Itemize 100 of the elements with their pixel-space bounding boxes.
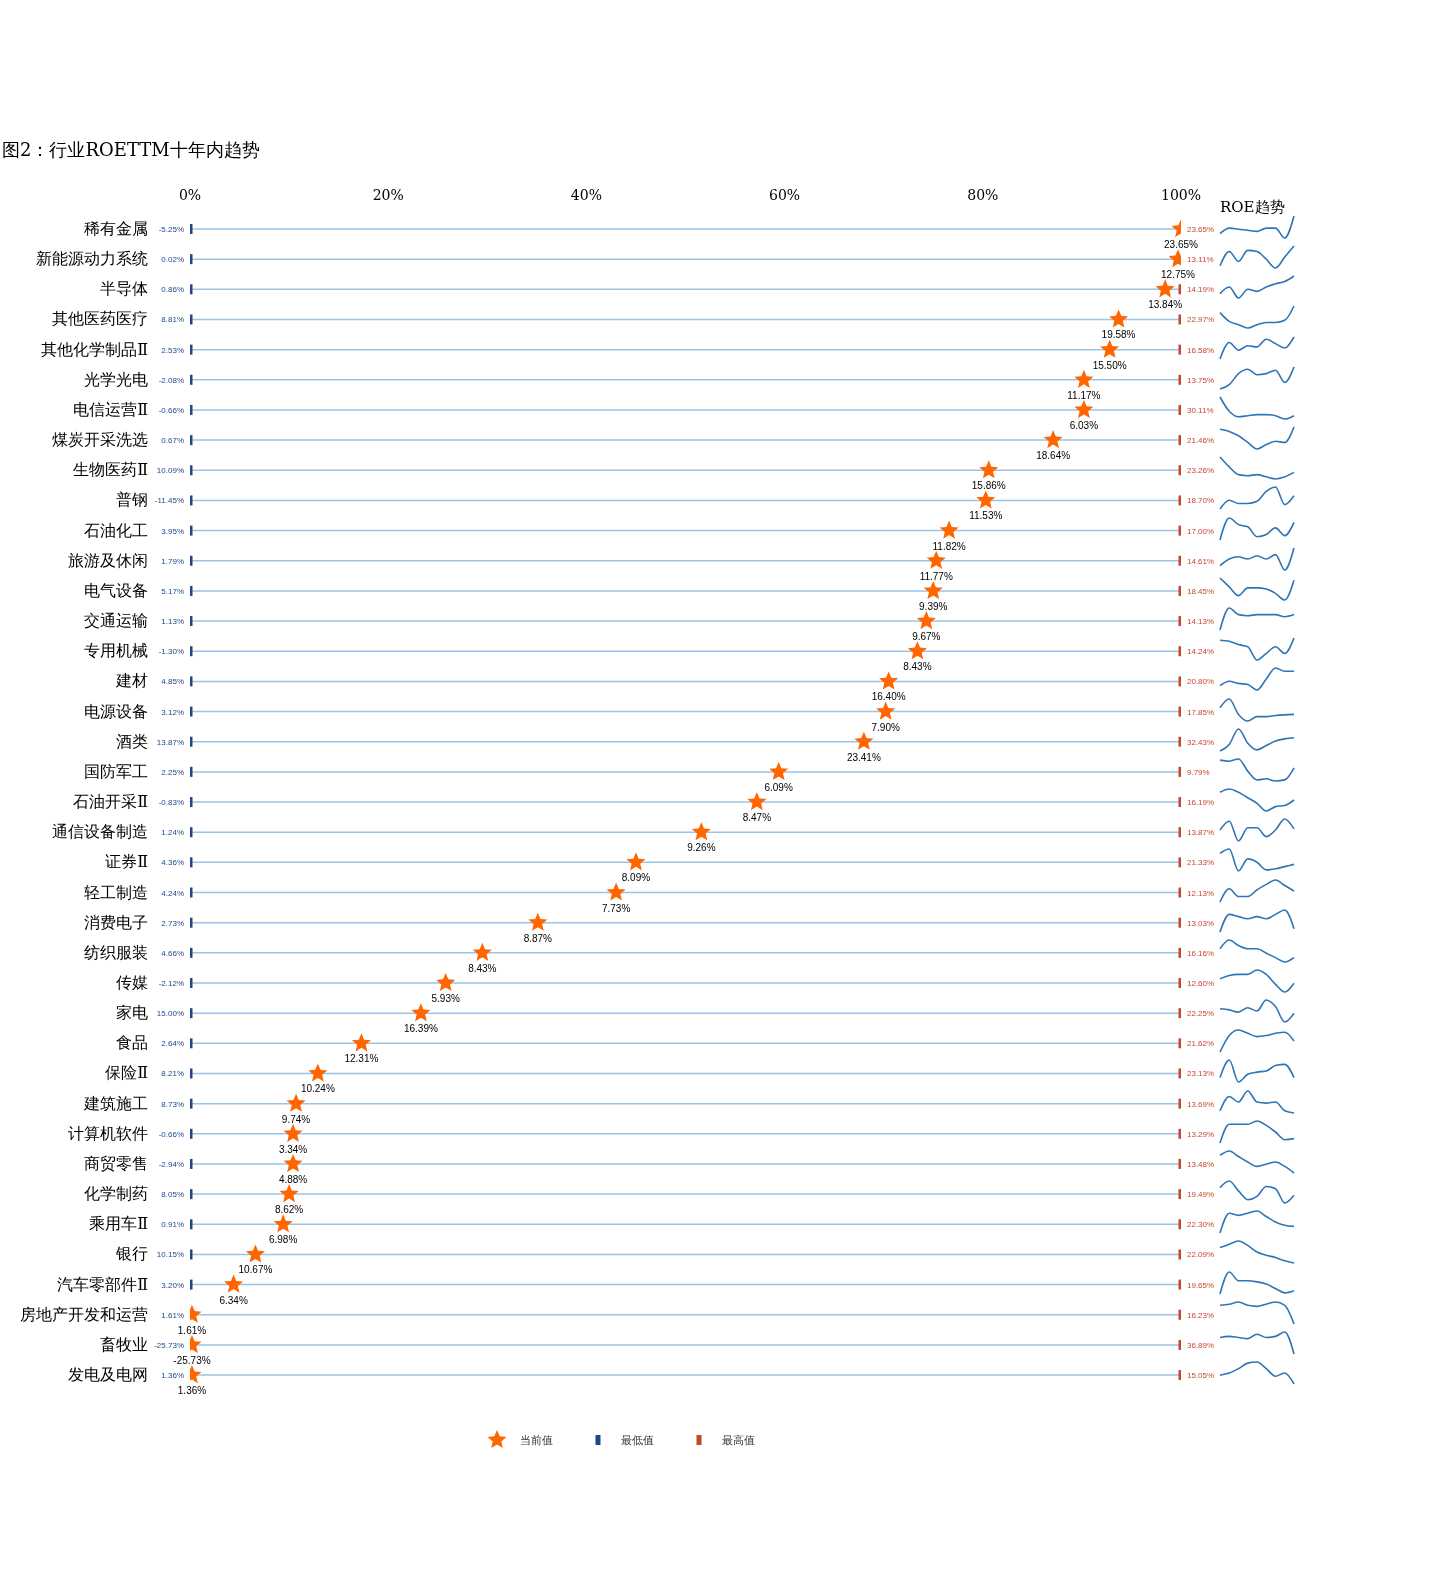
y-tick-label: 酒类 — [116, 731, 148, 751]
annotation: 16.39% — [403, 1023, 438, 1035]
y-tick-label: 食品 — [116, 1033, 148, 1053]
annotation: 18.64% — [1036, 450, 1071, 462]
annotation: 30.11% — [1187, 405, 1214, 415]
x-tick-label: 0% — [178, 186, 202, 203]
y-tick-label: 生物医药Ⅱ — [73, 460, 148, 480]
annotation: 9.39% — [919, 600, 948, 612]
annotation: 9.74% — [281, 1113, 311, 1125]
annotation: 3.12% — [161, 707, 184, 717]
annotation: 16.16% — [1187, 948, 1215, 958]
point — [923, 580, 943, 600]
annotation: 1.24% — [161, 828, 184, 838]
point — [411, 1003, 431, 1022]
annotation: 15.00% — [156, 1009, 184, 1019]
annotation: 23.65% — [1164, 239, 1199, 250]
annotation: 4.66% — [161, 948, 184, 958]
y-tick-label: 建筑施工 — [83, 1093, 148, 1113]
annotation: 19.58% — [1101, 329, 1136, 341]
annotation: 12.75% — [1161, 269, 1196, 281]
y-tick-label: 旅游及休闲 — [68, 550, 148, 570]
annotation: 17.85% — [1187, 707, 1215, 717]
x-tick-label: 40% — [570, 186, 602, 203]
annotation: 14.13% — [1187, 617, 1215, 627]
annotation: -1.30% — [158, 647, 184, 657]
annotation: 3.20% — [161, 1280, 184, 1290]
y-tick-label: 建材 — [115, 671, 148, 691]
annotation: -25.73% — [154, 1340, 184, 1350]
annotation: 10.09% — [156, 466, 184, 476]
point — [436, 973, 456, 992]
annotation: 13.03% — [1187, 918, 1215, 928]
annotation: 9.67% — [912, 631, 941, 643]
annotation: 8.47% — [742, 812, 772, 824]
y-tick-label: 专用机械 — [84, 641, 148, 661]
annotation: 9.26% — [687, 842, 716, 854]
y-tick-label: 其他医药医疗 — [52, 309, 148, 329]
legend-label: 当前值 — [519, 1432, 553, 1448]
point — [279, 1184, 299, 1203]
point — [907, 641, 927, 660]
y-tick-label: 电源设备 — [84, 701, 148, 721]
annotation: 22.25% — [1187, 1009, 1215, 1019]
annotation: 7.73% — [601, 902, 631, 914]
annotation: 11.17% — [1067, 389, 1101, 401]
point — [224, 1274, 244, 1293]
annotation: 21.33% — [1187, 858, 1215, 868]
annotation: 8.87% — [523, 932, 553, 944]
point — [283, 1153, 303, 1173]
annotation: -2.12% — [158, 979, 184, 988]
point — [1109, 309, 1129, 328]
annotation: 4.24% — [161, 888, 184, 898]
annotation: 16.19% — [1187, 798, 1215, 808]
annotation: 1.61% — [161, 1310, 184, 1320]
y-tick-label: 新能源动力系统 — [36, 249, 148, 269]
annotation: 19.65% — [1187, 1280, 1215, 1290]
annotation: 0.86% — [161, 285, 184, 295]
y-tick-label: 光学光电 — [84, 369, 148, 389]
annotation: 16.58% — [1187, 345, 1215, 355]
y-tick-label: 乘用车Ⅱ — [89, 1214, 148, 1234]
y-tick-label: 畜牧业 — [100, 1334, 148, 1354]
x-tick-label: 60% — [769, 186, 801, 203]
point — [1074, 399, 1094, 419]
annotation: 20.80% — [1187, 677, 1215, 687]
point — [691, 822, 711, 841]
annotation: 13.48% — [1187, 1159, 1215, 1169]
x-tick-label: 20% — [372, 186, 404, 203]
y-tick-label: 传媒 — [116, 973, 148, 992]
legend-label: 最高值 — [721, 1432, 755, 1448]
annotation: 0.67% — [161, 436, 184, 446]
annotation: 2.25% — [161, 767, 184, 777]
y-tick-label: 商贸零售 — [84, 1153, 148, 1173]
annotation: 4.88% — [278, 1173, 308, 1185]
y-tick-label: 房地产开发和运营 — [20, 1304, 148, 1324]
point — [286, 1093, 306, 1112]
y-tick-label: 银行 — [115, 1244, 148, 1264]
annotation: 10.24% — [300, 1083, 335, 1095]
annotation: 13.87% — [1187, 828, 1215, 838]
point — [273, 1214, 293, 1233]
annotation: 7.90% — [871, 721, 900, 733]
annotation: 14.19% — [1187, 285, 1215, 295]
annotation: 3.95% — [161, 526, 184, 536]
annotation: 21.46% — [1187, 436, 1215, 446]
annotation: 23.26% — [1187, 466, 1215, 476]
annotation: 8.43% — [468, 962, 497, 974]
annotation: 6.09% — [764, 781, 793, 793]
annotation: -2.94% — [158, 1159, 184, 1169]
chart-title: ROE趋势 — [1220, 198, 1285, 217]
annotation: 22.09% — [1187, 1250, 1215, 1260]
annotation: 32.43% — [1187, 737, 1215, 747]
annotation: 10.67% — [238, 1264, 273, 1276]
annotation: 2.53% — [161, 345, 184, 355]
annotation: 13.69% — [1187, 1099, 1215, 1109]
annotation: -0.83% — [158, 798, 184, 808]
annotation: 21.62% — [1187, 1039, 1215, 1049]
annotation: 12.60% — [1187, 979, 1215, 988]
annotation: -2.08% — [158, 375, 184, 385]
annotation: 23.13% — [1187, 1069, 1215, 1079]
point — [1043, 430, 1063, 449]
annotation: 5.17% — [161, 586, 184, 596]
y-tick-label: 证券Ⅱ — [105, 852, 148, 872]
annotation: 12.13% — [1187, 888, 1215, 898]
